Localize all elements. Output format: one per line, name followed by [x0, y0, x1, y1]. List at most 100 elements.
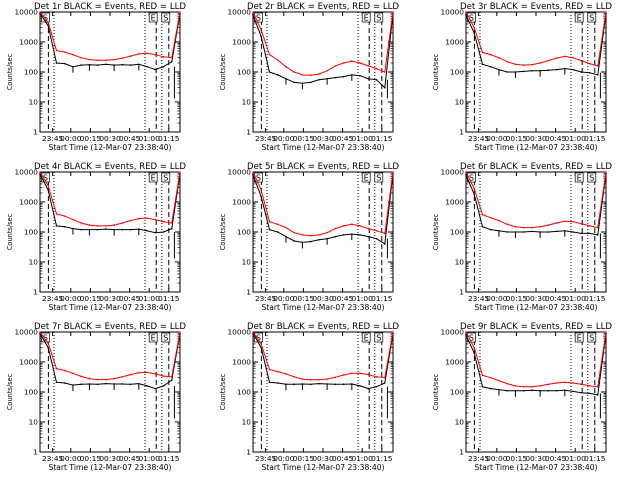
- data-point-lld: [63, 215, 66, 217]
- data-point-lld: [588, 62, 591, 65]
- y-tick-label: 1: [246, 448, 251, 457]
- data-point-events: [252, 174, 254, 176]
- data-point-lld: [473, 187, 476, 190]
- data-point-events: [555, 389, 558, 392]
- marker-label: S: [163, 174, 168, 183]
- data-point-events: [588, 71, 591, 74]
- x-tick-label: 00:00: [60, 294, 82, 303]
- data-point-events: [334, 235, 337, 238]
- data-point-lld: [481, 51, 484, 54]
- data-point-events: [522, 389, 525, 392]
- data-point-events: [473, 32, 476, 34]
- data-point-lld: [580, 383, 583, 386]
- data-point-events: [276, 382, 279, 384]
- x-tick-label: 00:45: [119, 294, 141, 303]
- y-tick-label: 1000: [19, 38, 38, 47]
- plot-frame: [39, 11, 181, 133]
- data-point-lld: [481, 213, 484, 216]
- y-tick-label: 1: [246, 288, 251, 297]
- data-point-events: [154, 387, 157, 390]
- data-point-lld: [465, 171, 467, 173]
- data-point-lld: [539, 385, 541, 387]
- data-point-lld: [252, 331, 254, 333]
- data-point-lld: [318, 73, 320, 75]
- data-point-lld: [39, 331, 41, 333]
- x-tick-label: 23:45: [468, 294, 490, 303]
- x-tick-label: 00:30: [99, 454, 121, 463]
- y-tick-label: 10: [29, 418, 39, 427]
- data-point-lld: [179, 171, 181, 173]
- data-point-events: [63, 382, 66, 384]
- plot-frame: [465, 331, 607, 453]
- data-point-lld: [392, 171, 394, 173]
- x-tick-label: 23:45: [255, 454, 277, 463]
- data-point-events: [121, 383, 124, 385]
- marker-box: [587, 172, 597, 183]
- data-point-events: [547, 389, 550, 392]
- data-point-lld: [88, 377, 91, 380]
- data-point-lld: [63, 369, 66, 372]
- series-line-lld: [252, 11, 394, 76]
- data-point-lld: [367, 227, 370, 230]
- data-point-events: [342, 383, 345, 386]
- data-point-events: [146, 229, 148, 232]
- data-point-lld: [80, 222, 82, 224]
- panel-title: Det 2r BLACK = Events, RED = LLD: [247, 2, 399, 12]
- data-point-events: [588, 392, 591, 395]
- data-point-events: [39, 173, 41, 175]
- data-point-events: [465, 174, 467, 176]
- x-tick-label: 00:00: [273, 454, 295, 463]
- data-point-lld: [260, 343, 263, 345]
- data-point-events: [506, 71, 508, 73]
- data-point-lld: [154, 373, 157, 375]
- y-tick-label: 1000: [445, 198, 464, 207]
- data-point-lld: [588, 385, 591, 387]
- x-tick-label: 00:45: [332, 134, 354, 143]
- detector-panel: Det 6r BLACK = Events, RED = LLD 1 10 100 10…: [432, 162, 612, 312]
- data-point-lld: [285, 373, 287, 375]
- x-tick-label: 01:00: [565, 294, 587, 303]
- data-point-lld: [293, 71, 295, 73]
- series-line-events: [39, 173, 181, 234]
- data-point-lld: [342, 225, 345, 227]
- y-axis-label: Counts/sec: [6, 213, 14, 250]
- data-point-events: [80, 228, 82, 231]
- marker-box: [587, 332, 597, 343]
- data-point-lld: [129, 55, 132, 57]
- data-point-lld: [555, 222, 558, 224]
- series-line-events: [252, 13, 394, 89]
- x-tick-label: 01:15: [158, 134, 180, 143]
- panel-title: Det 1r BLACK = Events, RED = LLD: [34, 2, 186, 12]
- data-point-lld: [564, 220, 566, 222]
- data-point-lld: [55, 213, 58, 215]
- data-point-lld: [252, 11, 254, 13]
- x-tick-label: 00:45: [545, 454, 567, 463]
- data-point-lld: [514, 63, 517, 66]
- x-axis-label: Start Time (12-Mar-07 23:38:40): [261, 143, 384, 152]
- x-tick-label: 23:45: [42, 454, 64, 463]
- data-point-events: [547, 231, 550, 233]
- x-tick-label: 23:45: [42, 294, 64, 303]
- marker-label: S: [376, 174, 381, 183]
- marker-label: E: [151, 174, 156, 183]
- data-point-events: [309, 81, 312, 84]
- data-point-lld: [318, 234, 320, 236]
- data-point-events: [63, 225, 66, 228]
- data-point-events: [96, 383, 99, 386]
- data-point-events: [580, 71, 583, 73]
- data-point-lld: [326, 69, 328, 72]
- x-tick-label: 01:15: [584, 134, 606, 143]
- marker-label: S: [589, 334, 594, 343]
- data-point-lld: [489, 53, 492, 56]
- data-point-lld: [285, 65, 287, 68]
- data-point-lld: [309, 379, 312, 381]
- data-point-lld: [129, 219, 132, 222]
- data-point-events: [375, 237, 378, 240]
- panel-title: Det 6r BLACK = Events, RED = LLD: [460, 162, 612, 172]
- data-point-events: [506, 389, 508, 392]
- y-tick-label: 1: [33, 448, 38, 457]
- marker-label: S: [43, 334, 48, 343]
- data-point-events: [80, 64, 82, 66]
- data-point-events: [572, 68, 574, 71]
- data-point-lld: [383, 71, 386, 73]
